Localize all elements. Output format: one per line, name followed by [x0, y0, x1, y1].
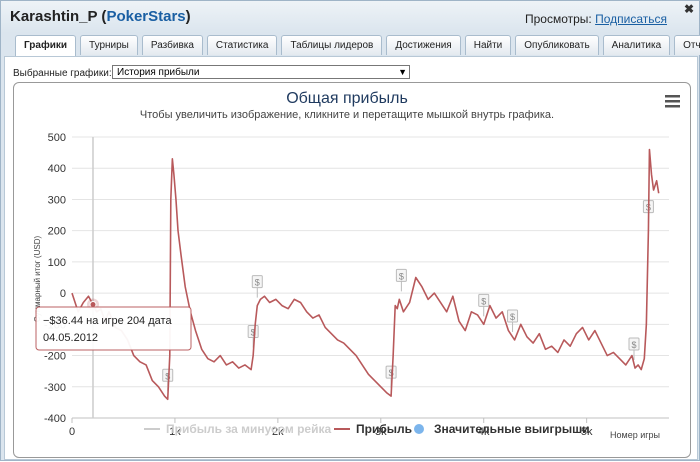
legend-item-0[interactable]: Прибыль за минусом рейка [144, 422, 331, 436]
series-line-profit [71, 148, 660, 401]
views-area: Просмотры: Подписаться [525, 12, 667, 26]
legend-item-2[interactable]: Значительные выигрыши [414, 422, 590, 436]
big-win-label: $ [399, 271, 404, 281]
legend: Прибыль за минусом рейка Прибыль Значитель… [144, 422, 590, 436]
x-tick-label: 4k [478, 426, 490, 438]
tab-2[interactable]: Разбивка [141, 35, 203, 55]
y-tick-label: 400 [48, 163, 66, 175]
tab-bar: Графики Турниры Разбивка Статистика Таблицы … [15, 35, 700, 57]
big-win-label: $ [165, 371, 170, 381]
big-win-flag[interactable]: $ [251, 275, 263, 298]
x-tick-label: 2k [272, 426, 284, 438]
tab-4[interactable]: Таблицы лидеров [281, 35, 383, 55]
legend-label: Прибыль [356, 422, 412, 436]
big-win-flag[interactable]: $ [162, 368, 174, 392]
x-axis-ticks: 0 1k 2k 3k 4k 5k [69, 417, 669, 438]
big-win-label: $ [251, 328, 256, 338]
hamburger-menu-icon[interactable] [665, 95, 680, 108]
x-axis-label: Номер игры [610, 430, 660, 440]
big-win-markers: $$$$$$$$$ [162, 200, 654, 392]
series-lines [71, 148, 660, 401]
x-tick-label: 0 [69, 426, 75, 438]
profit-chart-container[interactable]: Общая прибыль Чтобы увеличить изображени… [13, 82, 691, 458]
tab-panel-charts: Выбранные графики: История прибыли ▼ Общ… [4, 56, 698, 460]
y-tick-label: 100 [48, 257, 66, 269]
big-win-label: $ [510, 312, 515, 322]
big-win-flag[interactable]: $ [628, 337, 640, 361]
big-win-flag[interactable]: $ [478, 293, 490, 317]
x-tick-label: 5k [581, 426, 593, 438]
y-axis-label: Суммарный итог (USD) [33, 236, 42, 323]
legend-item-1[interactable]: Прибыль [334, 422, 412, 436]
x-tick-label: 3k [375, 426, 387, 438]
tab-3[interactable]: Статистика [206, 35, 278, 55]
y-tick-label: 0 [60, 288, 66, 300]
chart-select-value: История прибыли [117, 67, 200, 78]
tooltip: −$36.44 на игре 204 дата 04.05.2012 [35, 306, 192, 351]
big-win-label: $ [481, 296, 486, 306]
y-tick-label: -200 [44, 351, 66, 363]
chart-title: Общая прибыль [286, 90, 408, 107]
x-tick-label: 1k [169, 426, 181, 438]
y-tick-label: 200 [48, 226, 66, 238]
big-win-flag[interactable]: $ [507, 309, 519, 332]
y-tick-label: -300 [44, 382, 66, 394]
hover-cursor [86, 137, 99, 418]
y-tick-label: 300 [48, 194, 66, 206]
chart-subtitle: Чтобы увеличить изображение, кликните и … [140, 109, 554, 121]
y-tick-label: -400 [44, 413, 66, 425]
tab-8[interactable]: Аналитика [602, 35, 671, 55]
views-label: Просмотры: [524, 12, 592, 26]
subscribe-link[interactable]: Подписаться [595, 12, 667, 26]
big-win-label: $ [389, 368, 394, 378]
close-icon[interactable]: ✖ [683, 2, 694, 16]
chart-select-label: Выбранные графики: [13, 68, 112, 79]
legend-label: Прибыль за минусом рейка [166, 422, 331, 436]
big-win-label: $ [255, 278, 260, 288]
tab-1[interactable]: Турниры [80, 35, 138, 55]
tooltip-line1: −$36.44 на игре 204 дата [43, 315, 172, 327]
big-win-label: $ [631, 340, 636, 350]
network-name[interactable]: PokerStars [106, 8, 186, 25]
window-title: Karashtin_P (PokerStars) [10, 8, 191, 25]
tab-0[interactable]: Графики [15, 35, 77, 57]
legend-label: Значительные выигрыши [434, 422, 590, 436]
big-win-flag[interactable]: $ [395, 268, 407, 292]
tooltip-line2: 04.05.2012 [43, 332, 98, 344]
tab-5[interactable]: Достижения [386, 35, 461, 55]
chart-select[interactable]: История прибыли ▼ [112, 65, 410, 79]
tab-6[interactable]: Найти [464, 35, 512, 55]
player-name: Karashtin_P [10, 8, 98, 25]
tooltip-box [35, 306, 192, 351]
profit-chart[interactable]: Общая прибыль Чтобы увеличить изображени… [14, 83, 690, 457]
chevron-down-icon: ▼ [398, 67, 407, 77]
title-bar: Karashtin_P (PokerStars) Просмотры: Подп… [1, 1, 699, 33]
y-tick-label: 500 [48, 132, 66, 144]
tab-9[interactable]: Отчёты [674, 35, 700, 55]
tab-7[interactable]: Опубликовать [515, 35, 599, 55]
